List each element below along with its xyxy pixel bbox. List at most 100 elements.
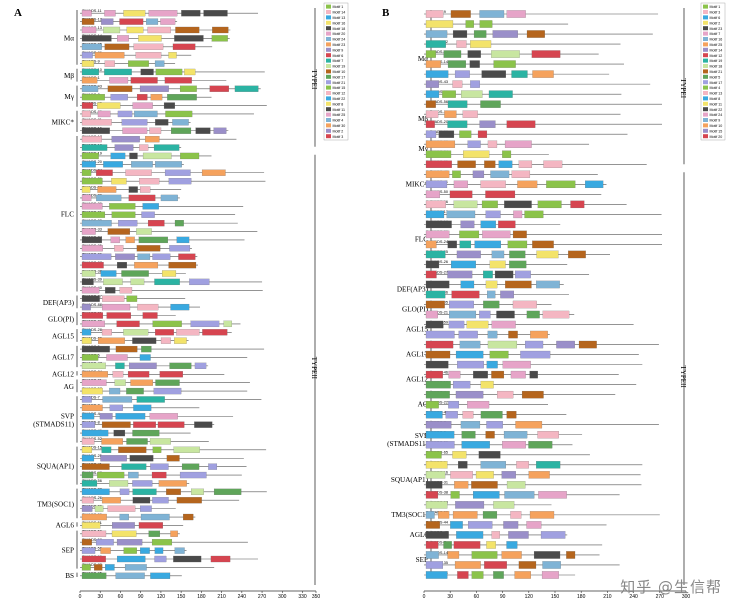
motif-block [189,278,210,286]
motif-block [425,130,437,138]
motif-block [136,245,161,252]
motif-block [556,340,575,349]
legend-swatch [326,101,331,106]
group-label: AGL15 [52,332,74,340]
motif-block [425,340,454,349]
legend-swatch [703,53,708,58]
motif-block [528,441,553,449]
motif-block [101,329,112,336]
group-label: AGL15 [406,326,428,334]
motif-block [81,345,110,353]
motif-block [81,10,92,17]
motif-block [153,387,182,395]
motif-block [194,362,207,369]
legend-swatch [703,20,708,25]
motif-block [425,451,442,459]
motif-block [163,102,175,109]
motif-block [473,30,487,38]
motif-block [81,161,96,168]
motif-block [460,421,481,429]
motif-block [452,30,468,38]
motif-block [174,547,185,554]
motif-block [202,329,228,336]
motif-block [97,102,121,109]
legend-swatch [703,4,708,9]
motif-block [81,396,92,403]
motif-block [425,411,443,419]
motif-block [110,94,128,101]
motif-block [452,170,461,178]
legend-label: Motif 1 [710,5,721,9]
motif-block [81,43,102,50]
motif-block [490,170,510,178]
motif-block [81,102,94,109]
group-label: Mβ [64,72,74,80]
motif-block [484,160,496,168]
legend-frame [700,2,726,141]
motif-block [119,287,133,294]
motif-block [138,35,162,42]
motif-block [425,100,436,108]
motif-block [81,253,112,260]
legend-swatch [703,101,708,106]
legend-label: Motif 16 [333,21,346,25]
legend-label: Motif 19 [710,59,723,63]
motif-block [157,421,185,428]
motif-block [133,404,152,411]
motif-block [81,228,96,235]
legend-label: Motif 8 [333,102,344,106]
motif-block [213,127,227,134]
motif-block [506,541,518,549]
motif-block [81,194,92,202]
motif-block [542,561,561,569]
legend-swatch [703,123,708,128]
motif-block [425,290,446,299]
motif-block [540,531,566,539]
motif-block [96,194,122,202]
motif-block [512,300,537,309]
motif-block [425,360,449,369]
legend-swatch [326,64,331,68]
motif-block [152,320,182,328]
motif-block [450,10,471,18]
motif-block [164,169,191,176]
group-label: SEP [416,556,428,564]
motif-block [81,547,96,554]
legend-label: Motif 22 [710,108,723,112]
legend-label: Motif 9 [333,48,344,52]
legend-swatch [703,96,708,101]
motif-block [81,505,93,512]
group-label: SVP [61,412,74,420]
motif-block [100,455,127,462]
motif-block [491,250,505,259]
motif-block [139,178,160,185]
motif-block [444,110,457,118]
motif-block [515,421,543,429]
motif-block [122,127,148,134]
motif-block [81,261,104,269]
motif-block [81,572,107,579]
motif-block [107,505,136,512]
motif-block [425,501,448,509]
group-label: SQUA(AP1) [391,476,429,484]
motif-block [487,330,498,339]
group-label: MIKC* [52,118,75,126]
motif-block [533,551,561,559]
motif-block [457,360,484,369]
motif-block [81,144,108,151]
motif-block [155,119,169,126]
motif-block [154,555,167,563]
legend-swatch [326,31,331,36]
group-label: AGL6 [410,531,429,539]
motif-block [121,119,148,126]
motif-block [504,140,532,148]
legend-label: Motif 30 [333,124,346,128]
motif-block [138,236,168,244]
motif-block [443,50,462,58]
motif-block [478,451,501,459]
motif-block [425,421,452,429]
motif-block [106,312,131,319]
motif-block [132,480,153,487]
motif-block [170,303,190,311]
motif-block [511,70,528,78]
